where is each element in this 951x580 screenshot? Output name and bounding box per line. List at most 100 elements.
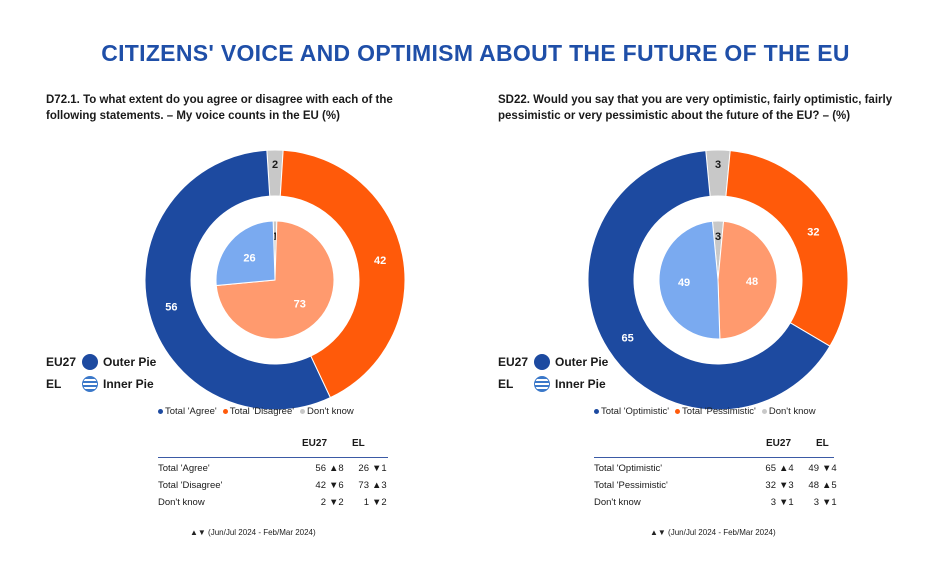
eu-change: ▼3	[779, 480, 794, 491]
row-label: Don't know	[158, 497, 205, 508]
outer-ring-label-1: 32	[807, 226, 819, 238]
right-key-el: EL Inner Pie	[498, 376, 606, 392]
eu-value: 32	[765, 480, 776, 491]
outer-ring-label-2: 3	[715, 159, 721, 171]
eu-change: ▼2	[329, 497, 344, 508]
inner-ring-border	[212, 217, 338, 343]
right-col-eu27: EU27	[766, 438, 792, 449]
key-el-code: EL	[46, 377, 62, 391]
legend-marker	[761, 409, 767, 414]
outer-ring-slice-0	[144, 149, 332, 411]
el-value: 1	[363, 497, 369, 508]
table-row: Total 'Disagree' 42 ▼6 73 ▲3	[158, 477, 394, 494]
legend-marker	[675, 409, 681, 414]
legend-marker	[300, 409, 306, 414]
right-key-eu: EU27 Outer Pie	[498, 354, 608, 370]
inner-ring-label-0: 49	[678, 277, 690, 289]
inner-ring-slice-0	[658, 220, 721, 340]
el-change: ▼2	[372, 497, 387, 508]
right-donut-chart: 3 32 65 3 48 49	[587, 149, 849, 411]
legend-item-agree: Total 'Agree'	[158, 406, 217, 417]
el-change: ▼4	[822, 463, 837, 474]
legend-marker	[594, 409, 599, 414]
row-label: Total 'Disagree'	[158, 480, 223, 491]
eu-change: ▼1	[779, 497, 794, 508]
outer-ring-label-0: 56	[165, 302, 177, 314]
el-value: 49	[808, 463, 819, 474]
el-change: ▲3	[372, 480, 387, 491]
inner-ring-label-1: 73	[294, 298, 306, 310]
key-el-label: Inner Pie	[103, 377, 154, 391]
el-value: 26	[358, 463, 369, 474]
outer-ring-label-2: 2	[272, 159, 278, 171]
eu-change: ▲4	[779, 463, 794, 474]
inner-ring-label-0: 26	[243, 253, 255, 265]
el-change: ▲5	[822, 480, 837, 491]
left-key-el: EL Inner Pie	[46, 376, 154, 392]
legend-marker	[158, 409, 163, 414]
table-row: Total 'Pessimistic' 32 ▼3 48 ▲5	[594, 477, 844, 494]
legend-item-dk: Don't know	[300, 406, 354, 417]
right-col-el: EL	[816, 438, 829, 449]
right-footnote: ▲▼ (Jun/Jul 2024 - Feb/Mar 2024)	[650, 528, 776, 537]
key-eu-label: Outer Pie	[555, 355, 609, 369]
left-table-divider	[158, 457, 388, 458]
table-row: Don't know 2 ▼2 1 ▼2	[158, 494, 394, 511]
right-legend: Total 'Optimistic' Total 'Pessimistic' D…	[594, 406, 816, 417]
legend-item-pessimistic: Total 'Pessimistic'	[675, 406, 756, 417]
row-label: Total 'Pessimistic'	[594, 480, 668, 491]
legend-text: Don't know	[307, 406, 354, 417]
outer-ring-label-0: 65	[622, 332, 634, 344]
greece-flag-icon	[534, 376, 550, 392]
row-label: Total 'Optimistic'	[594, 463, 663, 474]
eu-flag-icon	[534, 354, 550, 370]
left-question: D72.1. To what extent do you agree or di…	[46, 94, 393, 122]
legend-item-optimistic: Total 'Optimistic'	[594, 406, 669, 417]
row-label: Total 'Agree'	[158, 463, 210, 474]
eu-flag-icon	[82, 354, 98, 370]
eu-change: ▼6	[329, 480, 344, 491]
inner-ring-slice-0	[215, 220, 276, 287]
right-table-divider	[594, 457, 834, 458]
outer-ring-slice-1	[725, 150, 849, 347]
outer-ring-slice-1	[279, 149, 406, 399]
el-change: ▼1	[372, 463, 387, 474]
legend-text: Don't know	[768, 406, 816, 417]
legend-marker	[222, 409, 228, 414]
page-title: CITIZENS' VOICE AND OPTIMISM ABOUT THE F…	[101, 40, 850, 66]
left-donut-chart: 2 42 56 1 73 26	[144, 149, 406, 411]
el-change: ▼1	[822, 497, 837, 508]
row-label: Don't know	[594, 497, 641, 508]
eu-value: 3	[770, 497, 776, 508]
outer-ring-label-1: 42	[374, 255, 386, 267]
key-el-label: Inner Pie	[555, 377, 606, 391]
eu-value: 2	[320, 497, 326, 508]
left-footnote: ▲▼ (Jun/Jul 2024 - Feb/Mar 2024)	[190, 528, 316, 537]
legend-text: Total 'Agree'	[165, 406, 217, 417]
key-eu-code: EU27	[46, 355, 77, 369]
legend-item-dk: Don't know	[761, 406, 816, 417]
eu-value: 42	[315, 480, 326, 491]
el-value: 3	[813, 497, 819, 508]
left-table: Total 'Agree' 56 ▲8 26 ▼1 Total 'Disagree' 42…	[158, 460, 394, 511]
left-key-eu: EU27 Outer Pie	[46, 354, 156, 370]
legend-text: Total 'Pessimistic'	[682, 406, 756, 417]
eu-value: 56	[315, 463, 326, 474]
key-eu-code: EU27	[498, 355, 529, 369]
inner-ring-border	[655, 217, 781, 343]
eu-change: ▲8	[329, 463, 344, 474]
table-row: Don't know 3 ▼1 3 ▼1	[594, 494, 844, 511]
el-value: 48	[808, 480, 819, 491]
el-value: 73	[358, 480, 369, 491]
table-row: Total 'Optimistic' 65 ▲4 49 ▼4	[594, 460, 844, 477]
key-el-code: EL	[498, 377, 514, 391]
greece-flag-icon	[82, 376, 98, 392]
inner-ring-label-2: 1	[272, 231, 278, 243]
table-row: Total 'Agree' 56 ▲8 26 ▼1	[158, 460, 394, 477]
right-question: SD22. Would you say that you are very op…	[498, 94, 893, 122]
left-col-el: EL	[352, 438, 365, 449]
key-eu-label: Outer Pie	[103, 355, 157, 369]
legend-text: Total 'Disagree'	[229, 406, 295, 417]
left-legend: Total 'Agree' Total 'Disagree' Don't kno…	[158, 406, 354, 417]
legend-text: Total 'Optimistic'	[601, 406, 670, 417]
